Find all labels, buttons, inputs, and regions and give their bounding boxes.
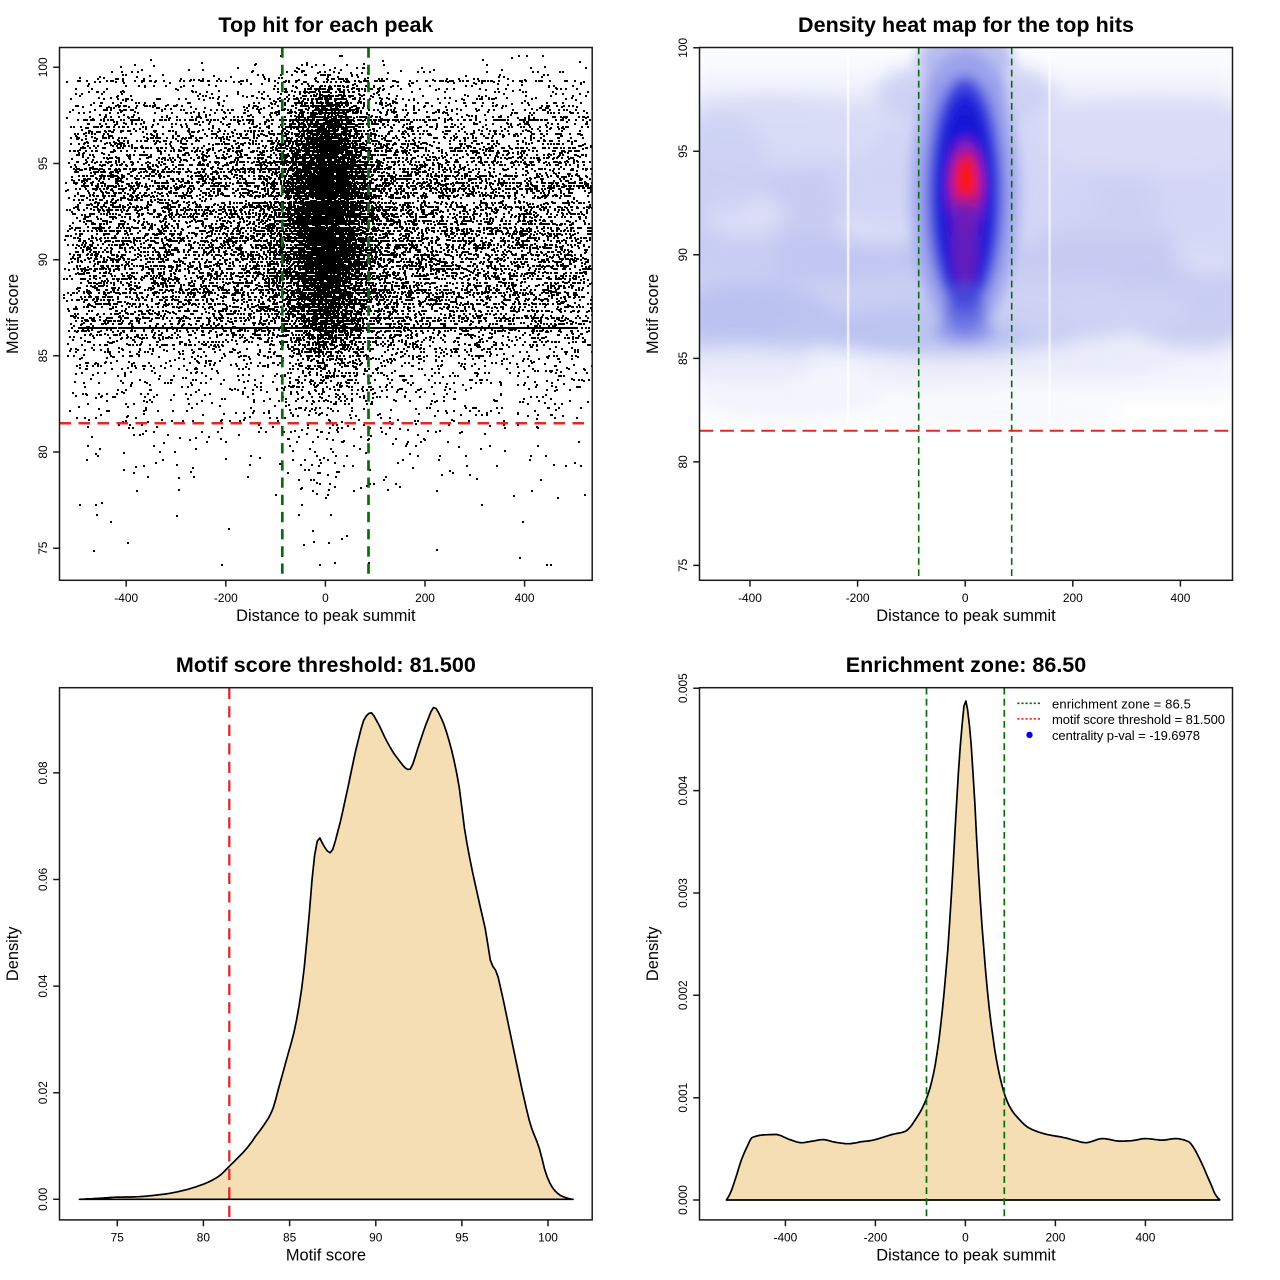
svg-text:0.002: 0.002 xyxy=(676,980,690,1010)
svg-text:0.003: 0.003 xyxy=(676,878,690,908)
svg-text:Motif score threshold: 81.500: Motif score threshold: 81.500 xyxy=(176,653,476,677)
svg-text:-200: -200 xyxy=(863,1231,887,1245)
svg-text:0.001: 0.001 xyxy=(676,1082,690,1112)
svg-text:Density: Density xyxy=(644,926,662,981)
svg-text:100: 100 xyxy=(36,57,50,77)
svg-text:Motif score: Motif score xyxy=(286,1247,366,1265)
svg-text:0.08: 0.08 xyxy=(36,761,50,785)
svg-text:Distance to peak summit: Distance to peak summit xyxy=(236,607,416,625)
svg-text:75: 75 xyxy=(111,1231,125,1245)
svg-text:80: 80 xyxy=(36,445,50,459)
svg-text:Density: Density xyxy=(4,926,22,981)
svg-text:200: 200 xyxy=(1045,1231,1065,1245)
svg-text:motif score threshold = 81.500: motif score threshold = 81.500 xyxy=(1052,712,1225,727)
svg-text:Motif score: Motif score xyxy=(644,274,662,354)
svg-text:0.000: 0.000 xyxy=(676,1185,690,1215)
svg-text:0: 0 xyxy=(962,591,969,605)
svg-text:90: 90 xyxy=(676,248,690,262)
svg-text:-200: -200 xyxy=(846,591,870,605)
svg-text:Distance to peak summit: Distance to peak summit xyxy=(876,607,1056,625)
svg-text:0: 0 xyxy=(962,1231,969,1245)
svg-text:200: 200 xyxy=(415,591,435,605)
svg-text:95: 95 xyxy=(36,157,50,171)
svg-text:Top hit for each peak: Top hit for each peak xyxy=(218,13,433,37)
svg-text:75: 75 xyxy=(676,558,690,572)
svg-text:100: 100 xyxy=(676,37,690,57)
svg-text:enrichment zone = 86.5: enrichment zone = 86.5 xyxy=(1052,697,1191,712)
svg-text:centrality p-val = -19.6978: centrality p-val = -19.6978 xyxy=(1052,728,1200,743)
svg-text:85: 85 xyxy=(676,351,690,365)
svg-text:Enrichment zone: 86.50: Enrichment zone: 86.50 xyxy=(846,653,1087,677)
svg-text:0.04: 0.04 xyxy=(36,974,50,998)
svg-text:400: 400 xyxy=(1170,591,1190,605)
svg-text:-400: -400 xyxy=(114,591,138,605)
svg-text:100: 100 xyxy=(538,1231,558,1245)
svg-text:85: 85 xyxy=(283,1231,297,1245)
svg-text:0.06: 0.06 xyxy=(36,868,50,892)
svg-text:400: 400 xyxy=(515,591,535,605)
svg-text:80: 80 xyxy=(676,455,690,469)
svg-text:95: 95 xyxy=(455,1231,469,1245)
svg-text:0.02: 0.02 xyxy=(36,1081,50,1105)
svg-text:90: 90 xyxy=(369,1231,383,1245)
svg-text:Motif score: Motif score xyxy=(4,274,22,354)
svg-text:85: 85 xyxy=(36,349,50,363)
svg-text:0.005: 0.005 xyxy=(676,673,690,703)
svg-text:Density heat map for the top h: Density heat map for the top hits xyxy=(798,13,1134,37)
svg-text:80: 80 xyxy=(197,1231,211,1245)
svg-text:400: 400 xyxy=(1135,1231,1155,1245)
svg-text:-400: -400 xyxy=(773,1231,797,1245)
svg-text:0.00: 0.00 xyxy=(36,1187,50,1211)
svg-text:200: 200 xyxy=(1063,591,1083,605)
svg-text:Distance to peak summit: Distance to peak summit xyxy=(876,1247,1056,1265)
svg-text:-200: -200 xyxy=(214,591,238,605)
svg-text:0: 0 xyxy=(322,591,329,605)
svg-text:75: 75 xyxy=(36,541,50,555)
svg-text:95: 95 xyxy=(676,144,690,158)
svg-text:0.004: 0.004 xyxy=(676,775,690,805)
svg-text:90: 90 xyxy=(36,253,50,267)
svg-text:-400: -400 xyxy=(738,591,762,605)
